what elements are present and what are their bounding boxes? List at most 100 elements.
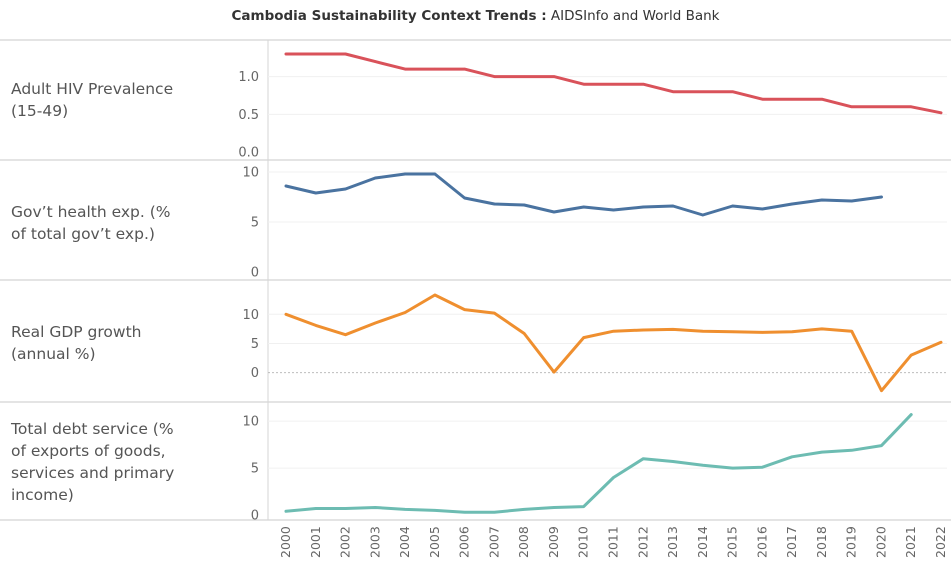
- x-tick-label: 2014: [695, 526, 710, 558]
- data-point: [552, 75, 556, 78]
- chart-title-source: AIDSInfo and World Bank: [546, 8, 720, 24]
- data-point: [433, 67, 437, 71]
- data-point: [820, 450, 824, 454]
- x-tick-label: 2007: [486, 526, 501, 558]
- data-point: [374, 60, 377, 63]
- data-point: [910, 105, 913, 108]
- chart-title-bold: Cambodia Sustainability Context Trends :: [231, 8, 547, 24]
- y-tick-label: 10: [242, 415, 259, 430]
- x-tick-label: 2006: [457, 526, 472, 558]
- data-point: [552, 370, 556, 374]
- data-point: [731, 330, 734, 333]
- data-point: [552, 210, 556, 214]
- data-point: [284, 52, 288, 56]
- data-point: [314, 507, 317, 510]
- x-tick-label: 2020: [873, 526, 888, 558]
- data-point: [939, 111, 943, 115]
- data-point: [880, 444, 883, 447]
- data-point: [880, 105, 883, 108]
- data-point: [642, 457, 645, 460]
- data-point: [463, 511, 466, 514]
- x-tick-label: 2018: [814, 526, 829, 558]
- data-point: [612, 208, 615, 212]
- data-point: [880, 195, 883, 199]
- data-point: [820, 98, 824, 101]
- data-point: [671, 204, 675, 208]
- data-point: [939, 341, 943, 344]
- x-tick-label: 2021: [903, 526, 918, 558]
- data-point: [880, 389, 883, 392]
- x-tick-label: 2003: [367, 526, 382, 558]
- data-point: [314, 324, 317, 327]
- data-point: [403, 508, 407, 511]
- data-point: [403, 311, 407, 314]
- data-point: [612, 330, 615, 333]
- data-point: [910, 413, 913, 416]
- data-point: [344, 507, 347, 510]
- x-tick-label: 2004: [397, 526, 412, 558]
- data-point: [314, 191, 317, 195]
- x-tick-label: 2015: [725, 526, 740, 558]
- data-point: [284, 184, 288, 188]
- x-tick-label: 2019: [844, 526, 859, 558]
- chart-title: Cambodia Sustainability Context Trends :…: [0, 8, 951, 24]
- data-point: [284, 510, 288, 513]
- row-label: Gov’t health exp. (%: [11, 203, 171, 221]
- data-point: [701, 464, 705, 467]
- y-tick-label: 0.5: [238, 108, 259, 123]
- data-point: [642, 82, 645, 86]
- row-label: (15-49): [11, 102, 68, 120]
- data-point: [552, 506, 556, 509]
- y-tick-label: 0: [251, 266, 259, 281]
- row-label: Adult HIV Prevalence: [11, 80, 173, 98]
- data-point: [433, 172, 437, 176]
- y-tick-label: 5: [251, 462, 259, 477]
- data-point: [493, 202, 496, 206]
- data-point: [374, 176, 377, 180]
- data-point: [671, 328, 675, 331]
- row-label: income): [11, 486, 74, 504]
- data-point: [701, 330, 705, 333]
- data-point: [701, 213, 705, 217]
- data-point: [344, 187, 347, 191]
- data-point: [522, 508, 526, 511]
- data-point: [761, 207, 764, 211]
- y-tick-label: 0: [251, 366, 259, 381]
- data-point: [493, 311, 496, 315]
- data-point: [374, 321, 377, 325]
- data-point: [463, 196, 466, 200]
- x-tick-label: 2022: [933, 526, 948, 558]
- row-label: services and primary: [11, 464, 174, 482]
- data-point: [910, 353, 913, 357]
- data-point: [671, 90, 675, 93]
- data-point: [642, 205, 645, 209]
- data-point: [731, 466, 734, 470]
- data-point: [314, 52, 317, 56]
- row-label: Real GDP growth: [11, 323, 142, 341]
- data-point: [850, 199, 853, 203]
- data-point: [642, 328, 645, 332]
- row-label: of exports of goods,: [11, 442, 166, 460]
- row-label: Total debt service (%: [10, 420, 174, 438]
- x-tick-label: 2005: [427, 526, 442, 558]
- row-label: (annual %): [11, 345, 96, 363]
- data-point: [790, 202, 794, 206]
- data-point: [493, 511, 496, 514]
- y-tick-label: 5: [251, 216, 259, 231]
- data-point: [820, 198, 824, 202]
- data-point: [761, 465, 764, 469]
- data-point: [701, 90, 705, 93]
- data-point: [761, 331, 764, 334]
- data-point: [493, 75, 496, 78]
- x-tick-label: 2002: [338, 526, 353, 558]
- data-point: [403, 67, 407, 71]
- data-point: [463, 67, 466, 71]
- data-point: [671, 460, 675, 463]
- data-point: [731, 204, 734, 208]
- data-point: [731, 90, 734, 93]
- x-tick-label: 2008: [516, 526, 531, 558]
- data-point: [612, 476, 615, 479]
- data-point: [433, 293, 437, 297]
- data-point: [522, 75, 526, 78]
- y-tick-label: 1.0: [238, 70, 259, 85]
